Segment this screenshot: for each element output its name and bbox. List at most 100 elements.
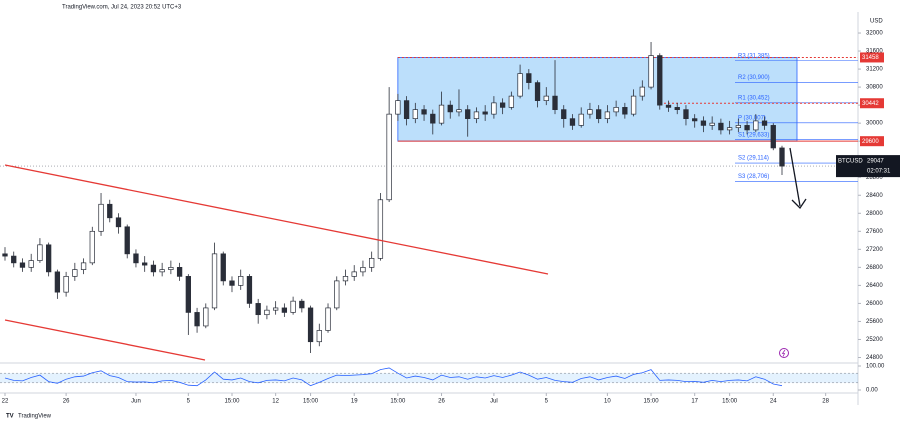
last-price-symbol: BTCUSD [838, 159, 863, 165]
candle-body [255, 303, 261, 316]
x-tick-label: 28 [822, 399, 829, 405]
candle-body [395, 100, 401, 115]
candle-body [63, 276, 69, 293]
candle-body [211, 253, 218, 309]
candle-body [438, 104, 445, 124]
candle-body [534, 82, 541, 101]
currency: USD [870, 19, 883, 25]
candle-body [587, 109, 593, 115]
candle-body [499, 102, 506, 108]
pivot-label: S1 (29,633) [738, 132, 769, 138]
candle-body [264, 309, 270, 316]
candle-body [578, 113, 584, 126]
candle-body [115, 217, 122, 228]
oscillator-line [4, 367, 783, 387]
y-tick-label: 26800 [866, 265, 883, 271]
trend-line [4, 164, 549, 275]
y-tick-label: 28000 [866, 211, 883, 217]
candle-body [430, 113, 436, 124]
candle-body [630, 95, 637, 115]
x-tick-label: 19 [351, 399, 358, 405]
candle-body [377, 199, 384, 259]
last-price-value: 29047 [867, 159, 884, 165]
x-tick-label: 5 [187, 399, 191, 405]
event-icon[interactable] [779, 348, 789, 358]
candle-body [124, 226, 130, 255]
candle-body [185, 276, 191, 313]
candle-body [281, 307, 288, 313]
candle-body [290, 300, 296, 313]
candle-body [526, 73, 532, 83]
header: TradingView.com, Jul 24, 2023 20:52 UTC+… [62, 5, 182, 11]
candle-body [133, 253, 139, 264]
arrow-head [791, 198, 807, 210]
candle-body [386, 113, 392, 201]
candle-body [552, 95, 558, 110]
footer-logo: TV [6, 414, 14, 420]
x-tick-label: 5 [545, 399, 549, 405]
candle-body [229, 280, 235, 286]
y-tick-label: 31600 [866, 49, 883, 55]
candle-body [220, 253, 226, 282]
candle-body [72, 269, 78, 277]
x-tick-label: 15:00 [390, 399, 406, 405]
candle-body [604, 111, 611, 119]
x-tick-label: Jun [131, 399, 141, 405]
level-label: 30442 [862, 101, 879, 107]
candle-body [465, 109, 471, 119]
candle-body [37, 244, 43, 261]
candle-body [447, 104, 453, 113]
candle-body [194, 312, 200, 327]
candle-body [456, 109, 462, 113]
y-tick-label: 32000 [866, 31, 883, 37]
oscillator-band [0, 373, 858, 383]
candle-body [334, 280, 340, 309]
candle-body [561, 109, 567, 119]
candle-body [482, 111, 488, 115]
y-tick-label: 31200 [866, 67, 883, 73]
pivot-label: R3 (31,385) [738, 53, 770, 59]
x-tick-label: 26 [63, 399, 70, 405]
candle-body [473, 111, 480, 119]
candle-body [351, 271, 357, 277]
candle-body [28, 260, 34, 268]
candle-body [342, 276, 349, 282]
candle-body [142, 262, 148, 266]
candle-body [718, 122, 724, 131]
candle-body [622, 107, 628, 115]
pivot-label: S3 (28,706) [738, 174, 769, 180]
level-label: 31458 [862, 55, 879, 61]
candle-body [246, 276, 253, 304]
candle-body [613, 107, 619, 113]
last-price-bg [836, 155, 900, 178]
candle-body [316, 330, 322, 343]
candle-body [648, 55, 654, 88]
candle-body [517, 73, 523, 97]
candle-body [761, 120, 768, 126]
y-tick-label: 27600 [866, 229, 883, 235]
candle-body [412, 109, 418, 119]
candle-body [639, 86, 645, 97]
y-tick-label: 27200 [866, 247, 883, 253]
candle-body [735, 125, 741, 129]
range-box [397, 57, 798, 142]
x-tick-label: 26 [438, 399, 445, 405]
pivot-label: S2 (29,114) [738, 156, 769, 162]
candle-body [683, 109, 689, 119]
y-tick-label: 30800 [866, 85, 883, 91]
candle-body [299, 300, 305, 309]
y-tick-label: 24800 [866, 355, 883, 361]
y-tick-label: 28800 [866, 175, 883, 181]
candle-body [657, 55, 663, 106]
level-label: 29600 [862, 139, 879, 145]
candle-body [203, 307, 209, 327]
candle-body [403, 100, 410, 119]
candle-body [54, 271, 61, 293]
x-tick-label: 15:00 [303, 399, 319, 405]
y-tick-label: 25600 [866, 319, 883, 325]
x-tick-label: Jul [490, 399, 498, 405]
candle-body [150, 264, 157, 273]
candle-body [2, 253, 8, 257]
candle-body [98, 203, 104, 232]
